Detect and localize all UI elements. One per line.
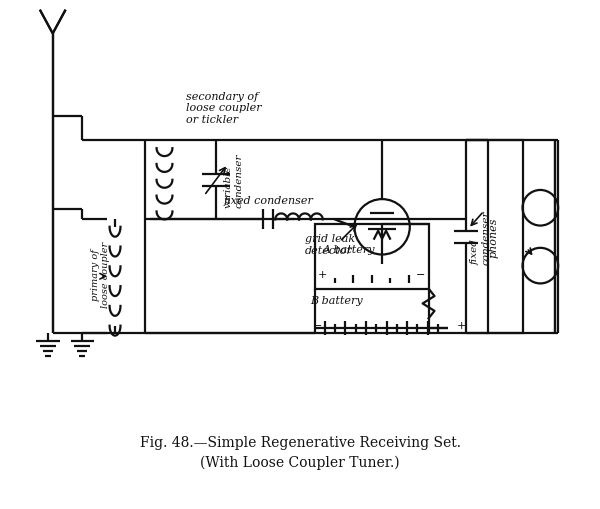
Text: grid leak
detector: grid leak detector <box>305 234 355 256</box>
Text: A battery: A battery <box>323 244 376 254</box>
Text: variable
condenser: variable condenser <box>224 153 243 208</box>
Text: primary of
loose coupler: primary of loose coupler <box>91 241 110 307</box>
Text: +: + <box>457 321 466 330</box>
Text: −: − <box>416 269 425 279</box>
Text: fixed condenser: fixed condenser <box>223 195 313 205</box>
Text: Fig. 48.—Simple Regenerative Receiving Set.: Fig. 48.—Simple Regenerative Receiving S… <box>139 435 461 449</box>
Text: secondary of
loose coupler
or tickler: secondary of loose coupler or tickler <box>186 92 262 125</box>
Text: phones: phones <box>489 217 499 258</box>
Text: (With Loose Coupler Tuner.): (With Loose Coupler Tuner.) <box>200 455 400 469</box>
Bar <box>315 225 428 289</box>
Bar <box>488 141 523 333</box>
Text: B battery: B battery <box>310 296 362 306</box>
Text: fixed
condenser: fixed condenser <box>471 210 491 264</box>
Text: +: + <box>318 269 328 279</box>
Text: −: − <box>313 321 322 330</box>
